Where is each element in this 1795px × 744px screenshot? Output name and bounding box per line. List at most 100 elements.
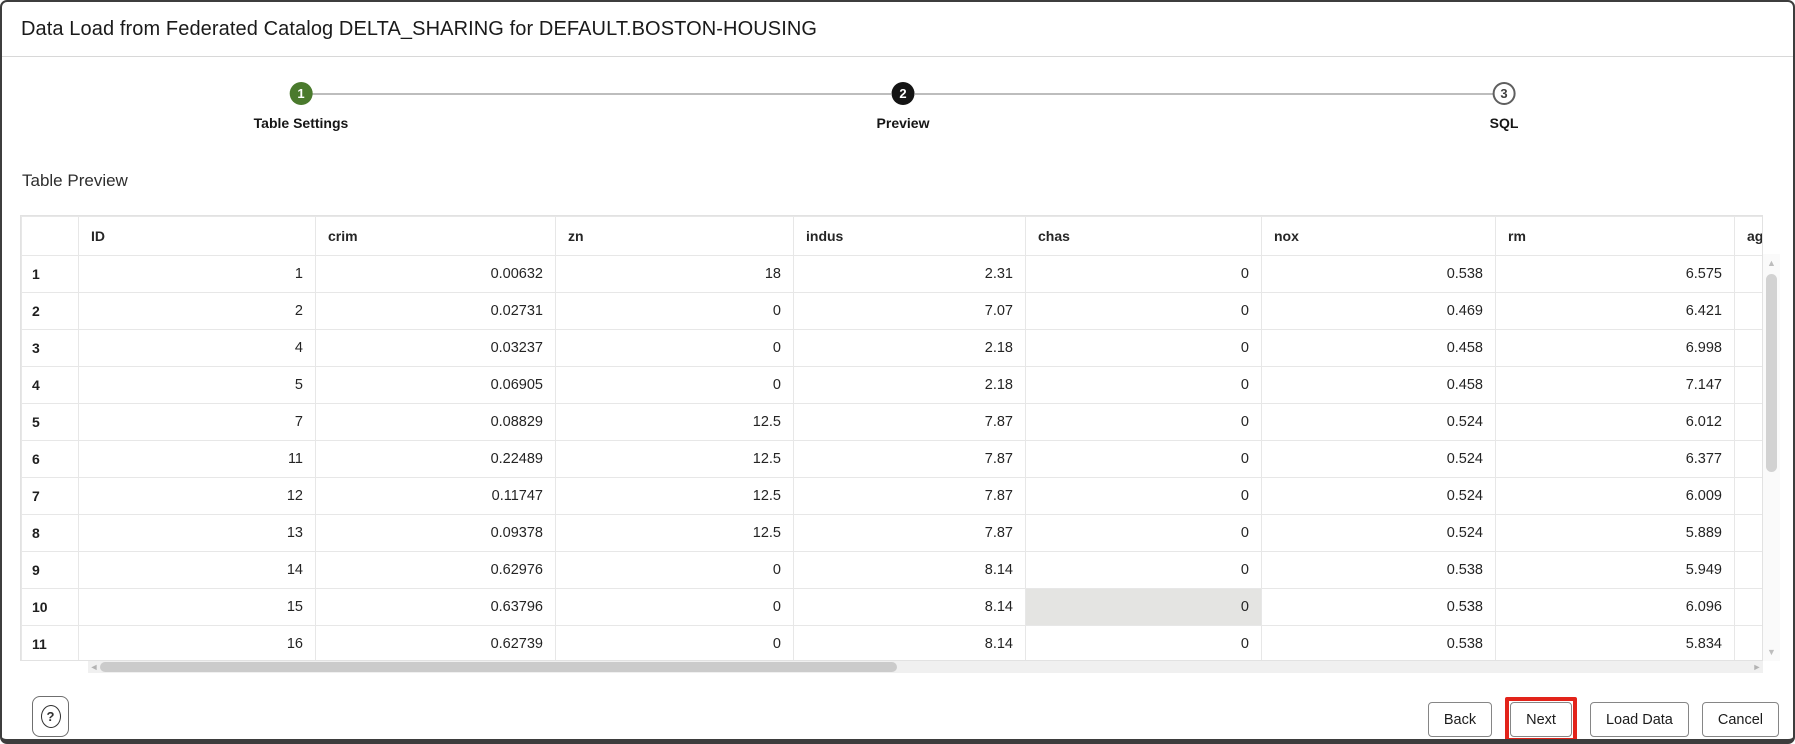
horizontal-scroll-thumb[interactable] (100, 662, 897, 672)
grid-cell[interactable]: 1 (78, 255, 316, 293)
grid-cell[interactable]: 0 (555, 366, 794, 404)
grid-cell[interactable]: 0.524 (1261, 403, 1496, 441)
grid-cell[interactable]: 7.87 (793, 477, 1026, 515)
horizontal-scrollbar[interactable]: ◄ ► (20, 661, 1780, 673)
grid-cell[interactable]: 4 (78, 329, 316, 367)
grid-cell[interactable]: 0.08829 (315, 403, 556, 441)
grid-cell[interactable]: 2 (78, 292, 316, 330)
scroll-up-icon[interactable]: ▲ (1767, 258, 1776, 268)
grid-cell[interactable]: 0.62976 (315, 551, 556, 589)
grid-cell[interactable]: 0.11747 (315, 477, 556, 515)
grid-cell[interactable]: 12 (78, 477, 316, 515)
grid-cell[interactable]: 0.03237 (315, 329, 556, 367)
grid-cell[interactable]: 2.18 (793, 366, 1026, 404)
grid-cell[interactable] (1734, 514, 1762, 552)
grid-cell[interactable] (1734, 292, 1762, 330)
grid-cell[interactable] (1734, 588, 1762, 626)
vertical-scrollbar[interactable]: ▲ ▼ (1763, 254, 1780, 661)
grid-cell[interactable]: 5.834 (1495, 625, 1735, 660)
back-button[interactable]: Back (1427, 702, 1493, 737)
grid-cell[interactable]: 0 (555, 551, 794, 589)
next-button[interactable]: Next (1510, 702, 1572, 737)
help-button[interactable]: ? (32, 696, 69, 737)
grid-cell[interactable]: 0.524 (1261, 477, 1496, 515)
grid-cell[interactable]: 16 (78, 625, 316, 660)
grid-cell[interactable]: 0.538 (1261, 625, 1496, 660)
vertical-scroll-thumb[interactable] (1766, 274, 1777, 472)
grid-cell[interactable]: 0 (555, 588, 794, 626)
grid-cell[interactable]: 0 (555, 625, 794, 660)
grid-cell[interactable]: 0.62739 (315, 625, 556, 660)
grid-cell[interactable]: 7 (78, 403, 316, 441)
grid-cell[interactable]: 7.07 (793, 292, 1026, 330)
grid-cell[interactable]: 11 (78, 440, 316, 478)
grid-cell[interactable]: 8.14 (793, 551, 1026, 589)
grid-cell[interactable]: 12.5 (555, 440, 794, 478)
grid-cell[interactable] (1734, 551, 1762, 589)
grid-cell[interactable]: 0.538 (1261, 255, 1496, 293)
grid-cell[interactable] (1734, 255, 1762, 293)
grid-cell[interactable] (1734, 403, 1762, 441)
grid-cell[interactable]: 0 (1025, 477, 1262, 515)
grid-cell[interactable]: 0.524 (1261, 514, 1496, 552)
scroll-down-icon[interactable]: ▼ (1767, 647, 1776, 657)
grid-cell[interactable]: 0 (555, 329, 794, 367)
scroll-right-icon[interactable]: ► (1752, 662, 1762, 672)
grid-cell[interactable]: 0.06905 (315, 366, 556, 404)
grid-cell[interactable]: 7.87 (793, 440, 1026, 478)
grid-cell[interactable] (1734, 625, 1762, 660)
grid-cell[interactable]: 6.009 (1495, 477, 1735, 515)
grid-cell[interactable]: 0.00632 (315, 255, 556, 293)
grid-cell[interactable]: 0 (1025, 329, 1262, 367)
grid-cell[interactable] (1734, 366, 1762, 404)
grid-cell[interactable]: 8.14 (793, 625, 1026, 660)
grid-cell[interactable]: 0.469 (1261, 292, 1496, 330)
load-data-button[interactable]: Load Data (1589, 702, 1689, 737)
grid-cell[interactable]: 0.22489 (315, 440, 556, 478)
grid-cell[interactable]: 2.18 (793, 329, 1026, 367)
grid-cell[interactable]: 14 (78, 551, 316, 589)
grid-cell[interactable]: 7.147 (1495, 366, 1735, 404)
grid-cell[interactable]: 5.889 (1495, 514, 1735, 552)
grid-cell[interactable]: 0 (1025, 255, 1262, 293)
grid-cell[interactable]: 0.524 (1261, 440, 1496, 478)
grid-cell[interactable]: 0 (1025, 440, 1262, 478)
grid-cell[interactable]: 0 (555, 292, 794, 330)
grid-cell[interactable]: 2.31 (793, 255, 1026, 293)
grid-cell[interactable] (1734, 440, 1762, 478)
grid-cell[interactable]: 0.458 (1261, 366, 1496, 404)
cancel-button[interactable]: Cancel (1701, 702, 1779, 737)
grid-cell[interactable]: 6.012 (1495, 403, 1735, 441)
scroll-left-icon[interactable]: ◄ (89, 662, 99, 672)
grid-cell[interactable]: 5 (78, 366, 316, 404)
grid-cell[interactable]: 0.538 (1261, 551, 1496, 589)
grid-cell[interactable]: 8.14 (793, 588, 1026, 626)
grid-cell[interactable] (1734, 329, 1762, 367)
selected-grid-cell[interactable]: 0 (1025, 588, 1262, 626)
grid-cell[interactable]: 12.5 (555, 477, 794, 515)
grid-cell[interactable]: 0.538 (1261, 588, 1496, 626)
grid-cell[interactable]: 0.09378 (315, 514, 556, 552)
grid-cell[interactable]: 0 (1025, 625, 1262, 660)
grid-cell[interactable]: 0 (1025, 403, 1262, 441)
grid-cell[interactable]: 0 (1025, 292, 1262, 330)
grid-cell[interactable]: 12.5 (555, 403, 794, 441)
grid-cell[interactable]: 0.63796 (315, 588, 556, 626)
grid-cell[interactable]: 6.575 (1495, 255, 1735, 293)
grid-cell[interactable]: 18 (555, 255, 794, 293)
grid-cell[interactable]: 7.87 (793, 403, 1026, 441)
grid-cell[interactable]: 13 (78, 514, 316, 552)
grid-cell[interactable]: 0 (1025, 551, 1262, 589)
grid-cell[interactable]: 0.02731 (315, 292, 556, 330)
grid-cell[interactable]: 12.5 (555, 514, 794, 552)
grid-cell[interactable]: 6.998 (1495, 329, 1735, 367)
grid-cell[interactable]: 0 (1025, 514, 1262, 552)
grid-cell[interactable]: 15 (78, 588, 316, 626)
grid-cell[interactable]: 6.096 (1495, 588, 1735, 626)
grid-cell[interactable]: 6.421 (1495, 292, 1735, 330)
grid-cell[interactable] (1734, 477, 1762, 515)
grid-cell[interactable]: 0 (1025, 366, 1262, 404)
grid-cell[interactable]: 6.377 (1495, 440, 1735, 478)
grid-cell[interactable]: 0.458 (1261, 329, 1496, 367)
grid-cell[interactable]: 7.87 (793, 514, 1026, 552)
